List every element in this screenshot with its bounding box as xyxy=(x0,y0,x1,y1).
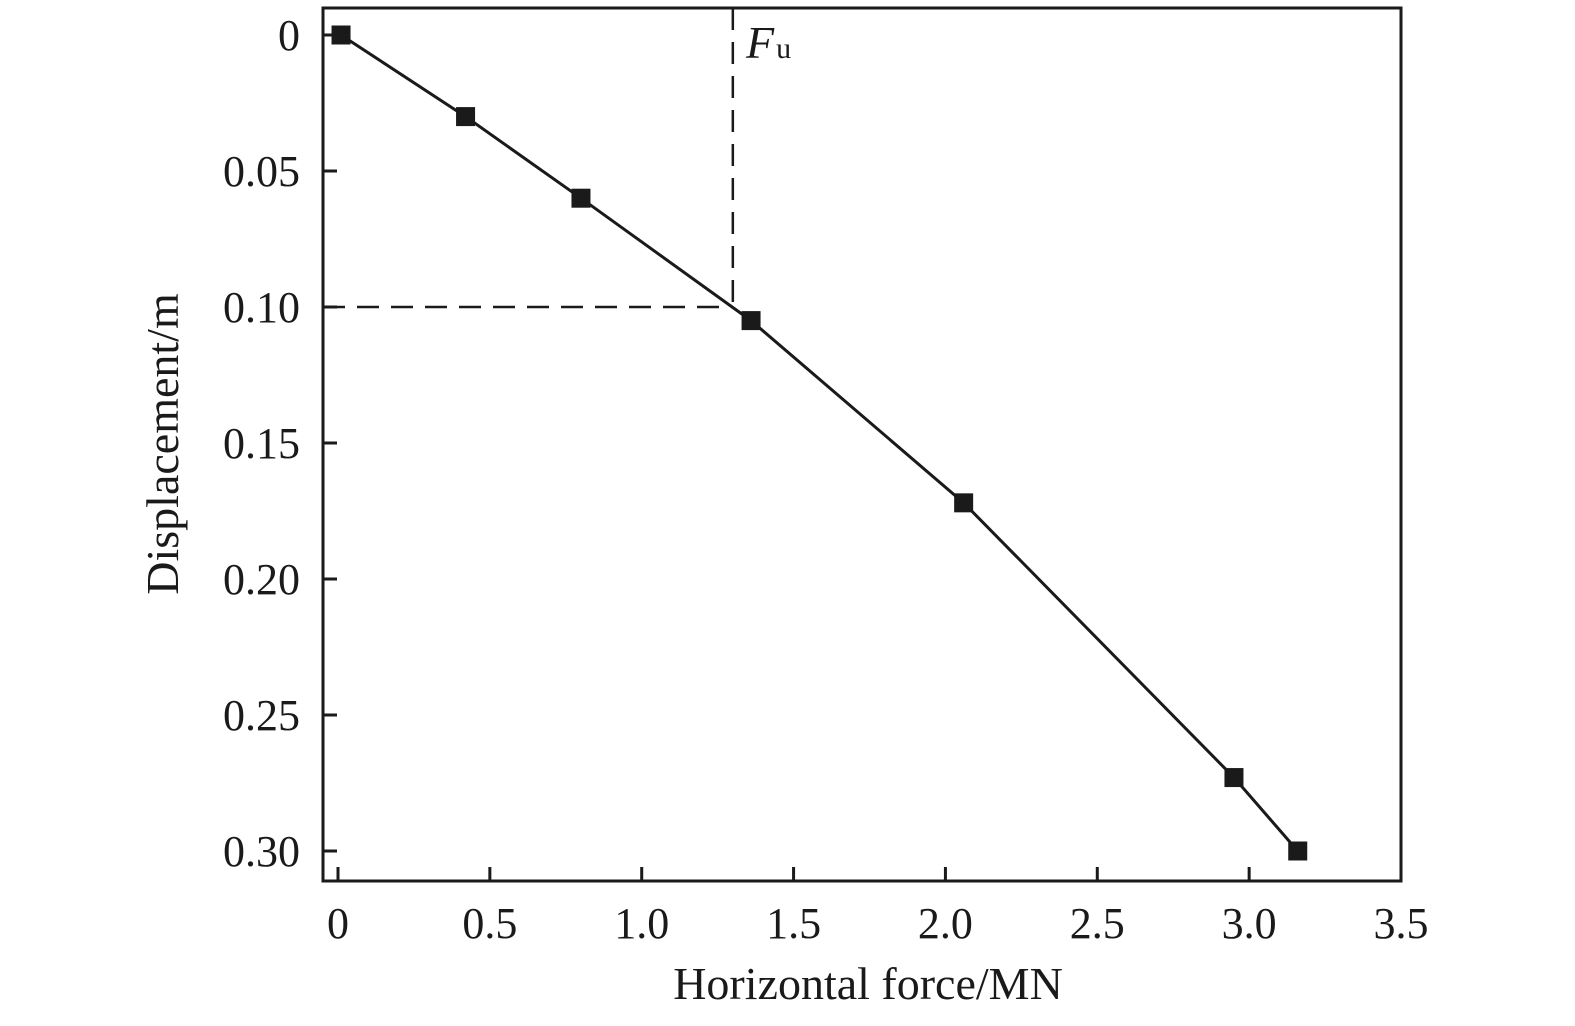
x-tick-label: 3.0 xyxy=(1222,899,1277,948)
y-tick-label: 0.20 xyxy=(223,555,300,604)
data-point xyxy=(331,25,351,45)
y-tick-label: 0.10 xyxy=(223,283,300,332)
x-axis-title: Horizontal force/MN xyxy=(673,958,1063,1009)
data-point xyxy=(1224,768,1244,788)
y-tick-label: 0.25 xyxy=(223,691,300,740)
y-tick-label: 0.05 xyxy=(223,147,300,196)
x-axis-ticks: 0 0.5 1.0 1.5 2.0 2.5 3.0 3.5 xyxy=(327,867,1429,948)
y-tick-label: 0.30 xyxy=(223,827,300,876)
x-tick-label: 3.5 xyxy=(1374,899,1429,948)
data-series xyxy=(331,25,1308,861)
fu-annotation: Fu xyxy=(745,17,791,68)
y-axis-title: Displacement/m xyxy=(137,293,188,595)
data-point xyxy=(741,311,761,331)
reference-guides xyxy=(323,8,735,309)
y-tick-label: 0 xyxy=(278,11,300,60)
y-tick-label: 0.15 xyxy=(223,419,300,468)
data-point xyxy=(954,493,974,513)
x-tick-label: 2.5 xyxy=(1070,899,1125,948)
series-line xyxy=(340,33,1299,852)
y-axis-ticks: 0 0.05 0.10 0.15 0.20 0.25 0.30 xyxy=(223,11,337,876)
x-tick-label: 0.5 xyxy=(462,899,517,948)
data-point xyxy=(1288,841,1308,861)
x-tick-label: 1.5 xyxy=(766,899,821,948)
fu-annotation-sub: u xyxy=(776,32,791,65)
data-point xyxy=(456,107,476,127)
plot-frame xyxy=(321,6,1403,883)
x-tick-label: 2.0 xyxy=(918,899,973,948)
fu-annotation-main: F xyxy=(745,17,775,68)
x-tick-label: 1.0 xyxy=(614,899,669,948)
x-tick-label: 0 xyxy=(327,899,349,948)
data-point xyxy=(571,188,591,208)
